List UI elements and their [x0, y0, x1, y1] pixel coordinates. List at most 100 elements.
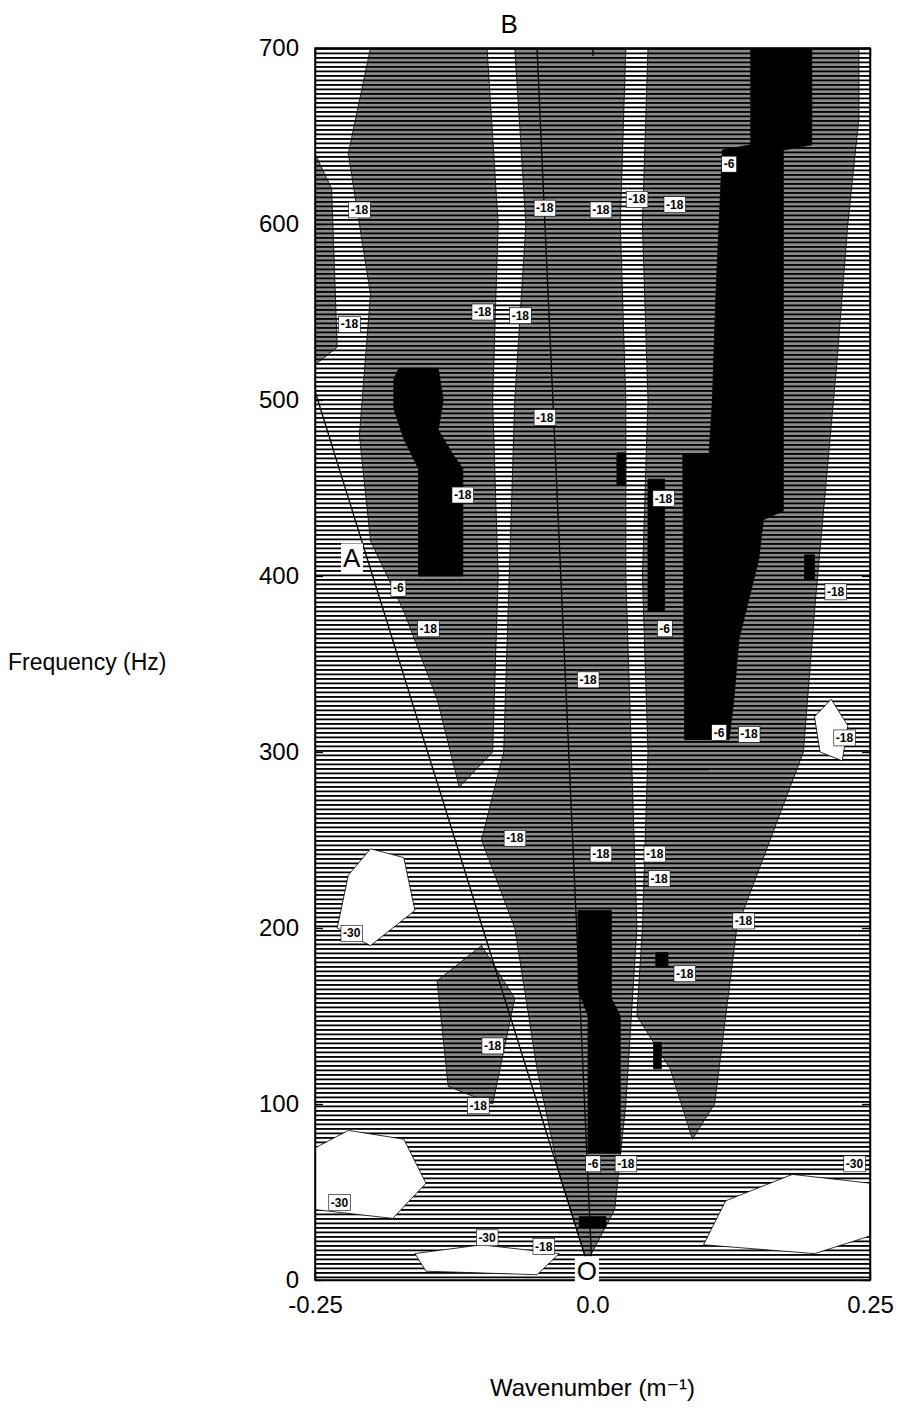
label-patch — [586, 1156, 601, 1172]
tick-label: 400 — [259, 562, 299, 589]
label-patch — [674, 966, 696, 982]
label-patch — [648, 871, 670, 887]
label-patch — [644, 846, 666, 862]
contour-label: -18 — [590, 846, 612, 862]
tick-mark — [862, 48, 870, 49]
tick: 400 — [259, 562, 323, 589]
tick: 200 — [259, 914, 323, 941]
tick-mark — [315, 48, 323, 49]
contour-region — [654, 1042, 662, 1068]
guide-line — [315, 391, 593, 1280]
tick — [862, 224, 870, 225]
tick: 100 — [259, 1090, 323, 1117]
contour-region — [656, 953, 668, 967]
tick-mark — [315, 1280, 323, 1281]
label-patch — [391, 580, 406, 596]
contour-label-text: -18 — [655, 492, 673, 506]
label-patch — [339, 316, 361, 332]
tick — [862, 928, 870, 929]
annotation-text: B — [501, 9, 518, 39]
contour-region — [578, 910, 620, 1153]
label-patch — [510, 308, 532, 324]
tick — [593, 48, 594, 56]
contour-label-text: -18 — [351, 203, 369, 217]
contour-label-text: -18 — [676, 967, 694, 981]
contour-label-text: -18 — [628, 192, 646, 206]
axis — [862, 49, 871, 1281]
plot-area — [315, 48, 870, 1280]
contour-label-text: -18 — [536, 201, 554, 215]
contour-label-text: -18 — [469, 1099, 487, 1113]
axis-line — [870, 49, 872, 1281]
contour-label-text: -6 — [714, 726, 725, 740]
chart: -0.250.00.250100200300400500600700-18-18… — [0, 0, 905, 1414]
tick-mark — [862, 1104, 870, 1105]
contour-hatch — [482, 48, 637, 1262]
contour-label: -6 — [722, 156, 737, 172]
annotation: O — [575, 1256, 599, 1286]
contour-label: -18 — [626, 191, 648, 207]
tick-label: 200 — [259, 914, 299, 941]
contour-region — [394, 368, 463, 576]
x-axis-title: Wavenumber (m⁻¹) — [490, 1374, 695, 1401]
background-hatch — [315, 48, 870, 1280]
contour-label: -6 — [391, 580, 406, 596]
contour-label-text: -18 — [535, 1240, 553, 1254]
contour-label: -18 — [482, 1038, 504, 1054]
tick: 700 — [259, 34, 323, 61]
label-patch — [504, 830, 526, 846]
label-patch — [733, 913, 755, 929]
tick-mark — [315, 1104, 323, 1105]
tick-label: 600 — [259, 210, 299, 237]
contour-label: -30 — [329, 1195, 351, 1211]
tick-mark — [315, 576, 323, 577]
label-patch — [626, 191, 648, 207]
contour-label-text: -18 — [341, 317, 359, 331]
label-patch — [534, 200, 556, 216]
annotation-patch — [575, 1256, 599, 1286]
contour-region — [617, 453, 626, 485]
contour-label: -30 — [476, 1230, 498, 1246]
label-patch — [533, 1239, 555, 1255]
label-patch — [653, 491, 675, 507]
contour-label-text: -18 — [484, 1039, 502, 1053]
contour-label-text: -6 — [393, 581, 404, 595]
contour-label: -18 — [834, 730, 856, 746]
contour-label-text: -18 — [592, 847, 610, 861]
tick-label: 0.0 — [576, 1291, 609, 1318]
contour-label-text: -18 — [579, 673, 597, 687]
contour-label-text: -18 — [740, 727, 758, 741]
label-patch — [349, 202, 371, 218]
label-patch — [738, 726, 760, 742]
tick — [862, 576, 870, 577]
axis: 0100200300400500600700 — [259, 34, 323, 1293]
label-patch — [418, 621, 440, 637]
contour-label-text: -18 — [536, 411, 554, 425]
contour-hatch — [348, 48, 498, 787]
contour-region — [437, 946, 515, 1104]
contour-label-text: -30 — [478, 1231, 496, 1245]
contour-label: -18 — [349, 202, 371, 218]
tick-label: 500 — [259, 386, 299, 413]
tick-label: 0 — [286, 1266, 299, 1293]
contour-label: -18 — [644, 846, 666, 862]
contour-label-text: -18 — [735, 914, 753, 928]
tick — [862, 48, 870, 49]
contour-label-text: -18 — [650, 872, 668, 886]
contour-label: -18 — [648, 871, 670, 887]
axis-line — [315, 49, 317, 1281]
contour-label: -18 — [472, 304, 494, 320]
tick-label: -0.25 — [288, 1291, 343, 1318]
tick: 500 — [259, 386, 323, 413]
y-axis-title: Frequency (Hz) — [8, 649, 166, 675]
label-patch — [452, 487, 474, 503]
guide-line — [537, 48, 593, 1280]
annotation-text: O — [577, 1256, 597, 1286]
contour-hatch — [315, 154, 337, 365]
contour-label: -18 — [590, 202, 612, 218]
tick-mark — [862, 928, 870, 929]
guide-line — [493, 769, 709, 770]
contour-label: -18 — [467, 1098, 489, 1114]
tick-mark — [315, 224, 323, 225]
contour-region — [348, 48, 498, 787]
